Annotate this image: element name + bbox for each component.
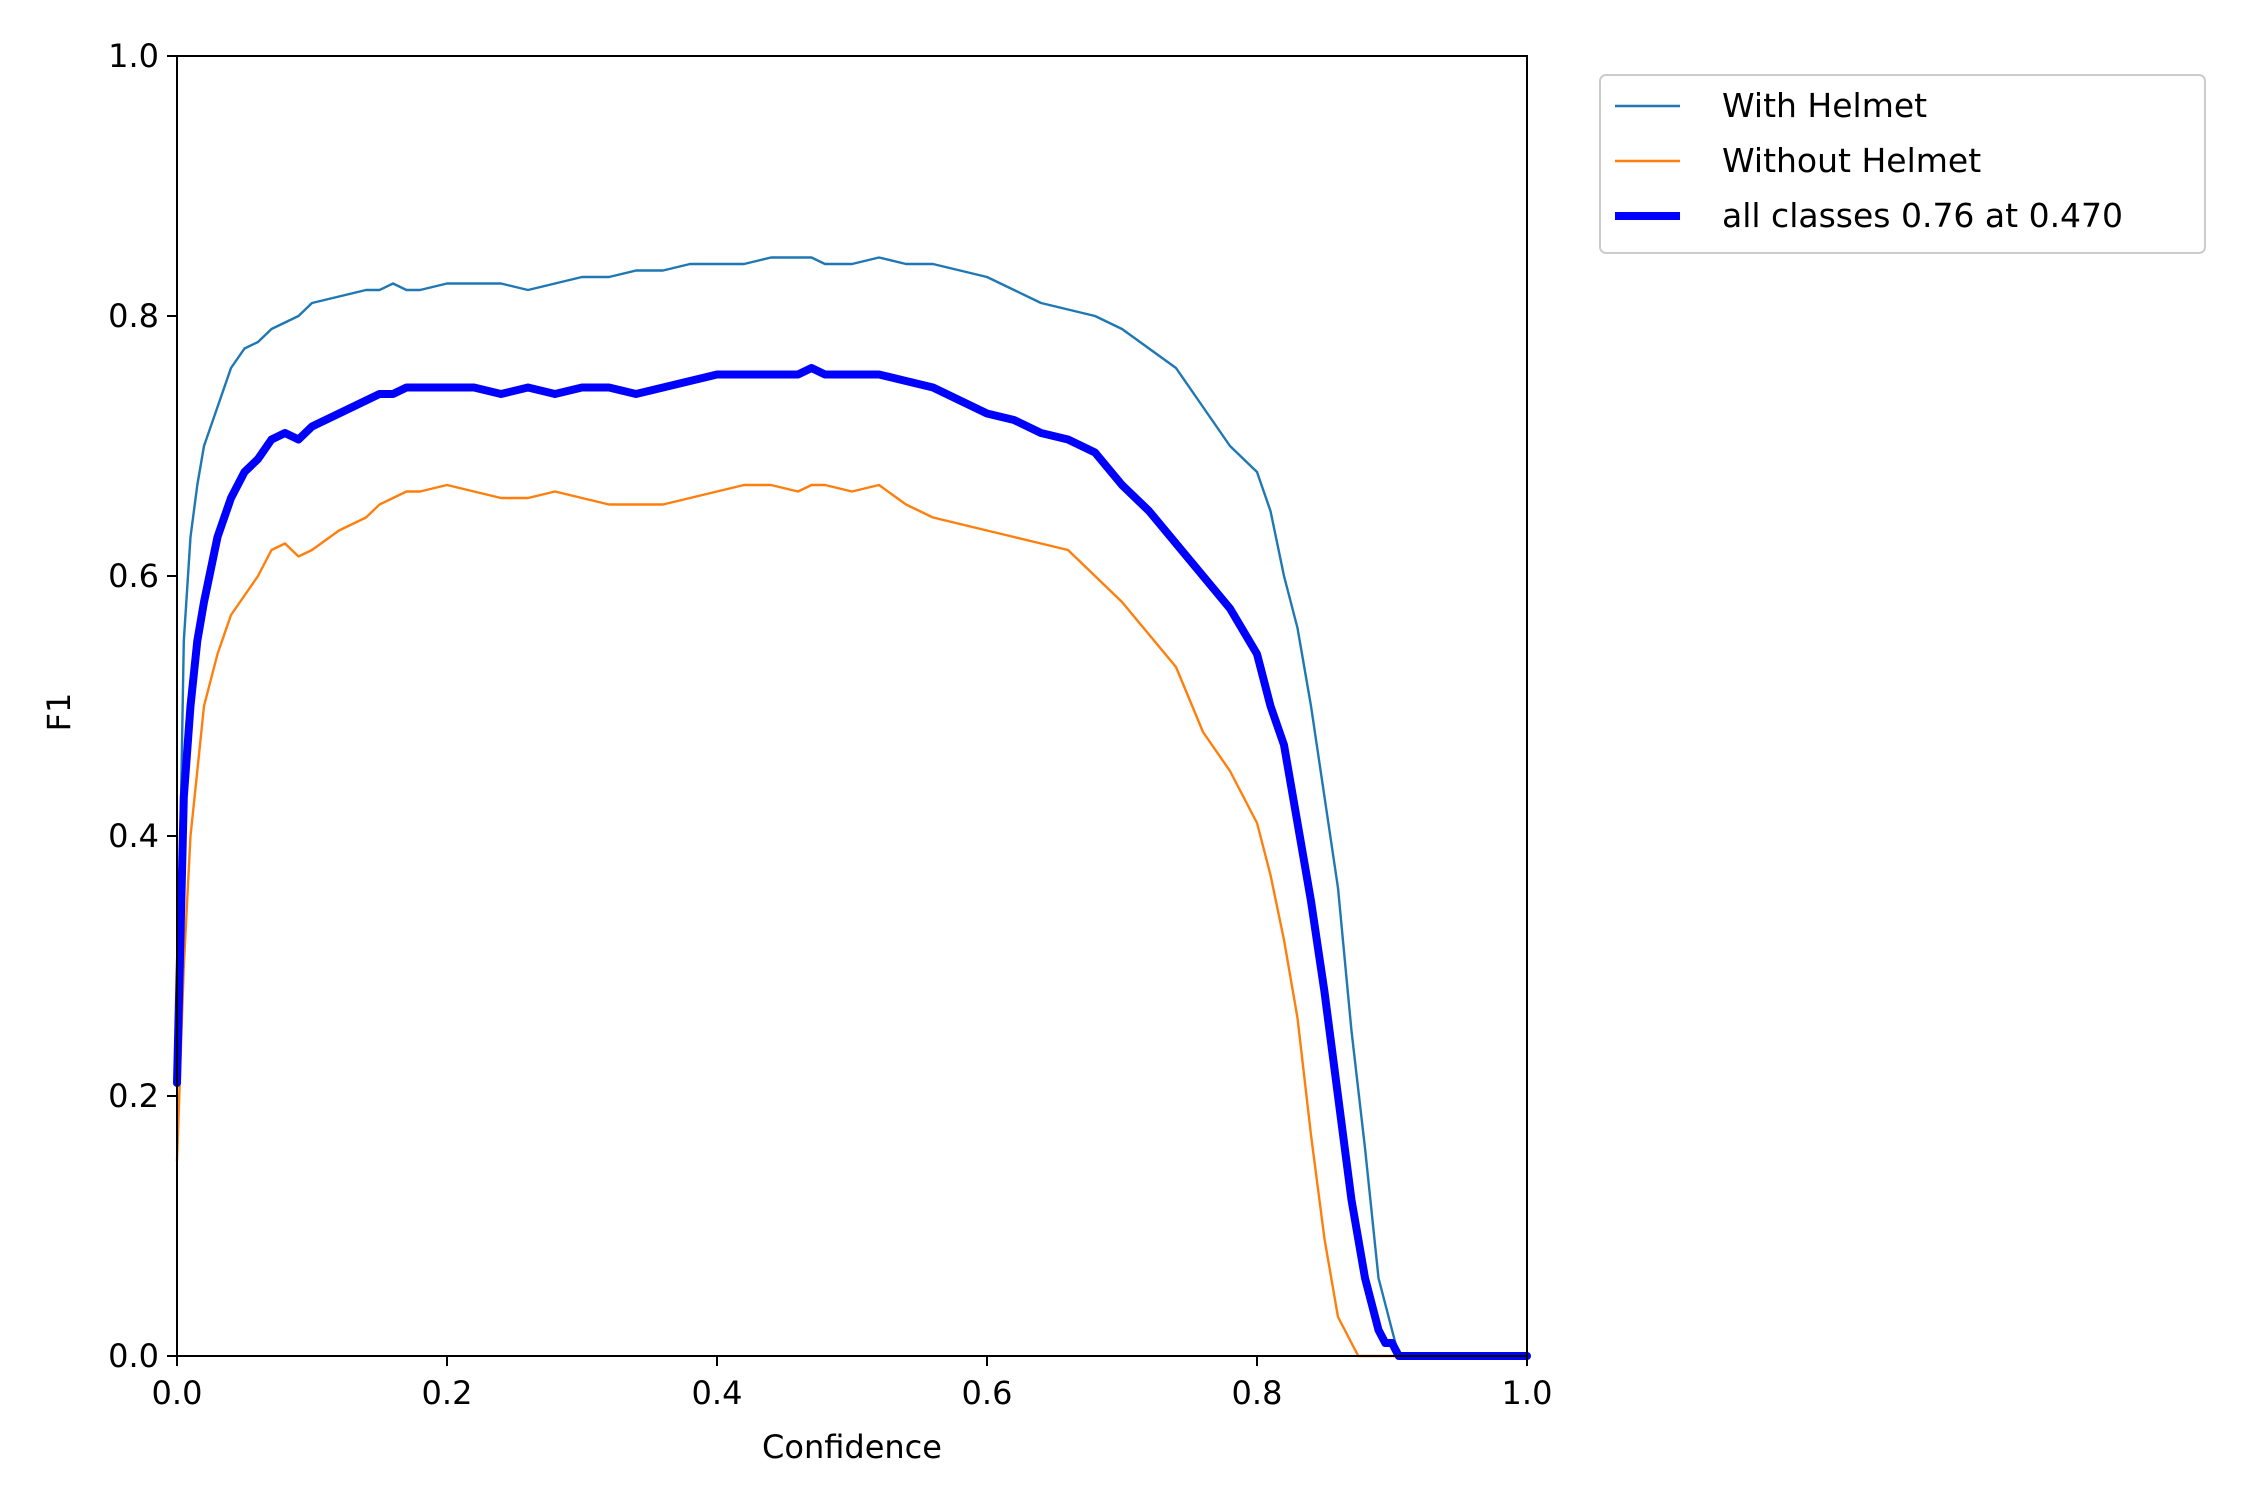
- plot-frame: [176, 55, 1528, 1357]
- x-axis-ticks: 0.0 0.2 0.4 0.6 0.8 1.0: [152, 1356, 1553, 1412]
- x-tick-label: 0.8: [1232, 1374, 1283, 1412]
- y-tick-label: 0.6: [108, 557, 159, 595]
- legend: With Helmet Without Helmet all classes 0.7…: [1599, 74, 2206, 254]
- y-tick-label: 0.8: [108, 297, 159, 335]
- y-tick-label: 0.4: [108, 817, 159, 855]
- y-axis-title: F1: [40, 693, 78, 732]
- legend-label-3: all classes 0.76 at 0.470: [1722, 196, 2123, 235]
- legend-label-2: Without Helmet: [1722, 141, 1981, 180]
- y-tick-label: 1.0: [108, 37, 159, 75]
- series-line-3: [173, 364, 1531, 1360]
- legend-label-1: With Helmet: [1722, 86, 1927, 125]
- legend-box: [1599, 74, 2206, 254]
- x-axis-title: Confidence: [762, 1428, 942, 1466]
- series-line-2: [175, 483, 1529, 1358]
- x-tick-label: 0.4: [692, 1374, 743, 1412]
- y-tick-label: 0.0: [108, 1337, 159, 1375]
- x-tick-label: 0.6: [962, 1374, 1013, 1412]
- x-tick-label: 1.0: [1502, 1374, 1553, 1412]
- x-tick-label: 0.2: [422, 1374, 473, 1412]
- y-tick-label: 0.2: [108, 1077, 159, 1115]
- plot-lines: [173, 256, 1531, 1360]
- x-tick-label: 0.0: [152, 1374, 203, 1412]
- y-axis-ticks: 0.0 0.2 0.4 0.6 0.8 1.0: [108, 37, 177, 1375]
- series-line-1: [175, 256, 1529, 1358]
